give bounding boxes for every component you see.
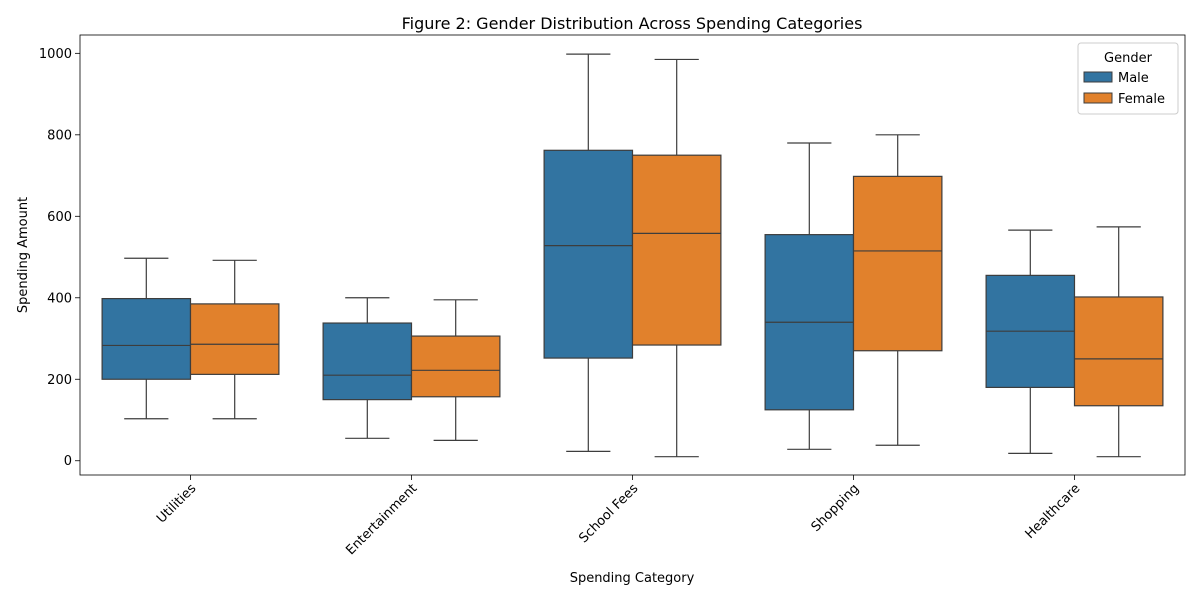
x-tick-label: Entertainment	[343, 481, 420, 558]
y-tick-label: 400	[47, 291, 72, 306]
box-iqr	[1073, 296, 1164, 407]
x-tick-label: Utilities	[154, 481, 199, 526]
legend-swatch-male	[1083, 71, 1113, 83]
y-axis: 0 200 400 600 800 1000	[39, 47, 80, 469]
y-axis-label: Spending Amount	[16, 197, 31, 313]
y-tick-label: 800	[47, 128, 72, 143]
box-female-healthcare	[1073, 226, 1164, 458]
x-tick-label: Shopping	[809, 481, 863, 535]
box-male-utilities	[101, 257, 192, 420]
x-axis-label: Spending Category	[570, 571, 695, 586]
legend-title: Gender	[1104, 51, 1153, 66]
box-female-utilities	[189, 259, 280, 420]
legend: Gender Male Female	[1077, 42, 1179, 115]
legend-label-male: Male	[1118, 71, 1149, 86]
box-female-school-fees	[631, 58, 722, 458]
box-male-shopping	[764, 142, 855, 450]
box-iqr	[543, 149, 634, 359]
x-tick-label: Healthcare	[1023, 481, 1084, 542]
legend-label-female: Female	[1118, 92, 1165, 107]
y-tick-label: 0	[64, 454, 72, 469]
box-iqr	[852, 175, 943, 352]
box-female-shopping	[852, 134, 943, 446]
box-female-entertainment	[410, 299, 501, 441]
x-tick-label: School Fees	[576, 481, 641, 546]
x-axis: Utilities Entertainment School Fees Shoppin…	[154, 475, 1083, 558]
box-male-school-fees	[543, 53, 634, 452]
legend-swatch-female	[1083, 92, 1113, 104]
box-iqr	[410, 335, 501, 398]
y-tick-label: 200	[47, 373, 72, 388]
box-iqr	[189, 303, 280, 375]
y-tick-label: 600	[47, 210, 72, 225]
plot-marks	[101, 53, 1164, 458]
box-male-healthcare	[985, 229, 1076, 455]
box-male-entertainment	[322, 297, 413, 439]
box-iqr	[101, 297, 192, 380]
y-tick-label: 1000	[39, 47, 72, 62]
box-iqr	[322, 322, 413, 401]
chart-title: Figure 2: Gender Distribution Across Spe…	[402, 14, 863, 33]
box-iqr	[631, 154, 722, 346]
